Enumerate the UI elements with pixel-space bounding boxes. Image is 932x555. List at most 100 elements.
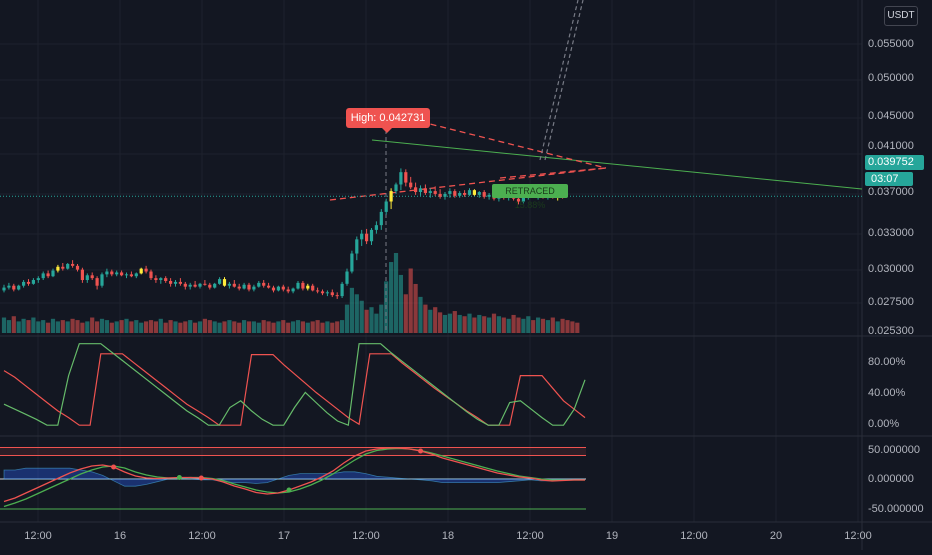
candle-body <box>399 172 403 185</box>
crossover-dot <box>418 448 424 454</box>
volume-bar <box>41 320 46 333</box>
volume-bar <box>266 321 271 333</box>
crossover-dot <box>198 475 204 481</box>
candle-body <box>267 285 271 288</box>
volume-bar <box>393 253 399 333</box>
candle-body <box>2 287 6 291</box>
candle-body <box>237 286 241 289</box>
price-axis-label: 0.037000 <box>868 186 914 198</box>
candle-body <box>193 284 197 287</box>
volume-bar <box>335 321 340 333</box>
volume-bar <box>251 321 256 333</box>
currency-badge[interactable]: USDT <box>884 6 918 26</box>
time-axis-label: 20 <box>769 530 783 542</box>
retraced-label[interactable]: RETRACED 15.88% <box>492 184 568 210</box>
volume-bar <box>320 322 325 333</box>
volume-bar <box>202 318 207 333</box>
volume-bar <box>491 313 497 333</box>
volume-bar <box>389 262 394 333</box>
candle-body <box>75 265 80 270</box>
candle-body <box>90 275 94 279</box>
candle-body <box>379 211 383 226</box>
candle-body <box>120 272 124 276</box>
candle-body <box>482 192 486 197</box>
volume-bar <box>359 300 364 333</box>
upper-band-zone <box>0 447 586 456</box>
volume-bar <box>413 283 418 333</box>
candle-body <box>360 233 364 240</box>
candle-body <box>222 279 227 286</box>
volume-bar <box>46 322 51 333</box>
price-axis-label: 0.055000 <box>868 38 914 50</box>
candle-body <box>124 274 129 276</box>
candle-body <box>516 198 521 202</box>
volume-bar <box>428 309 433 333</box>
oscillator-axis-label: 40.00% <box>868 387 906 399</box>
candle-body <box>232 283 236 287</box>
volume-bar <box>565 320 570 333</box>
volume-bar <box>472 317 477 333</box>
candle-body <box>203 283 207 285</box>
volume-bar <box>55 321 60 333</box>
volume-bar <box>11 316 16 333</box>
volume-bar <box>183 321 188 333</box>
candle-body <box>31 280 35 284</box>
candle-body <box>467 190 472 195</box>
candle-body <box>178 281 182 284</box>
oscillator-axis-label: 80.00% <box>868 356 906 368</box>
candle-body <box>472 190 476 195</box>
momentum-slow-line <box>3 447 585 508</box>
candle-body <box>257 282 261 287</box>
high-price-label[interactable]: High: 0.042731 <box>346 108 430 133</box>
candle-body <box>227 283 231 286</box>
volume-bar <box>242 320 247 333</box>
volume-bar <box>207 320 212 333</box>
volume-bar <box>467 313 472 333</box>
volume-bar <box>560 318 565 333</box>
price-axis-label: 0.033000 <box>868 227 914 239</box>
volume-bar <box>65 321 70 333</box>
candle-body <box>7 285 11 288</box>
volume-bar <box>139 322 144 333</box>
candle-body <box>71 263 75 266</box>
volume-bar <box>114 321 119 333</box>
candle-body <box>286 289 290 292</box>
volume-bar <box>457 314 462 333</box>
candle-body <box>242 284 246 289</box>
volume-bar <box>50 318 56 333</box>
volume-bar <box>99 318 105 333</box>
candle-body <box>330 292 334 296</box>
volume-bar <box>168 320 173 333</box>
candle-body <box>487 194 491 197</box>
candle-countdown: 03:07 <box>865 172 913 186</box>
volume-bar <box>516 317 521 333</box>
candle-body <box>12 285 16 290</box>
oscillator-line <box>3 353 586 426</box>
time-axis-label: 16 <box>113 530 127 542</box>
volume-bar <box>36 321 41 333</box>
candle-body <box>409 182 413 188</box>
candle-body <box>198 283 202 287</box>
candle-body <box>340 283 344 297</box>
volume-bar <box>521 318 526 333</box>
candle-body <box>423 188 427 193</box>
volume-bar <box>536 317 541 333</box>
price-axis-label: 0.041000 <box>868 140 914 152</box>
candle-body <box>276 286 280 291</box>
candle-body <box>355 239 359 254</box>
candle-body <box>433 191 437 194</box>
candle-body <box>164 278 168 281</box>
volume-bar <box>21 318 26 333</box>
volume-bar <box>188 320 193 333</box>
volume-bar <box>158 318 163 333</box>
candle-body <box>85 275 89 281</box>
time-axis-label: 12:00 <box>516 530 544 542</box>
momentum-axis-label: 0.000000 <box>868 473 914 485</box>
candle-body <box>320 291 325 294</box>
volume-bar <box>315 320 320 333</box>
candle-body <box>394 184 398 192</box>
time-axis-label: 12:00 <box>188 530 216 542</box>
volume-bar <box>501 317 506 333</box>
